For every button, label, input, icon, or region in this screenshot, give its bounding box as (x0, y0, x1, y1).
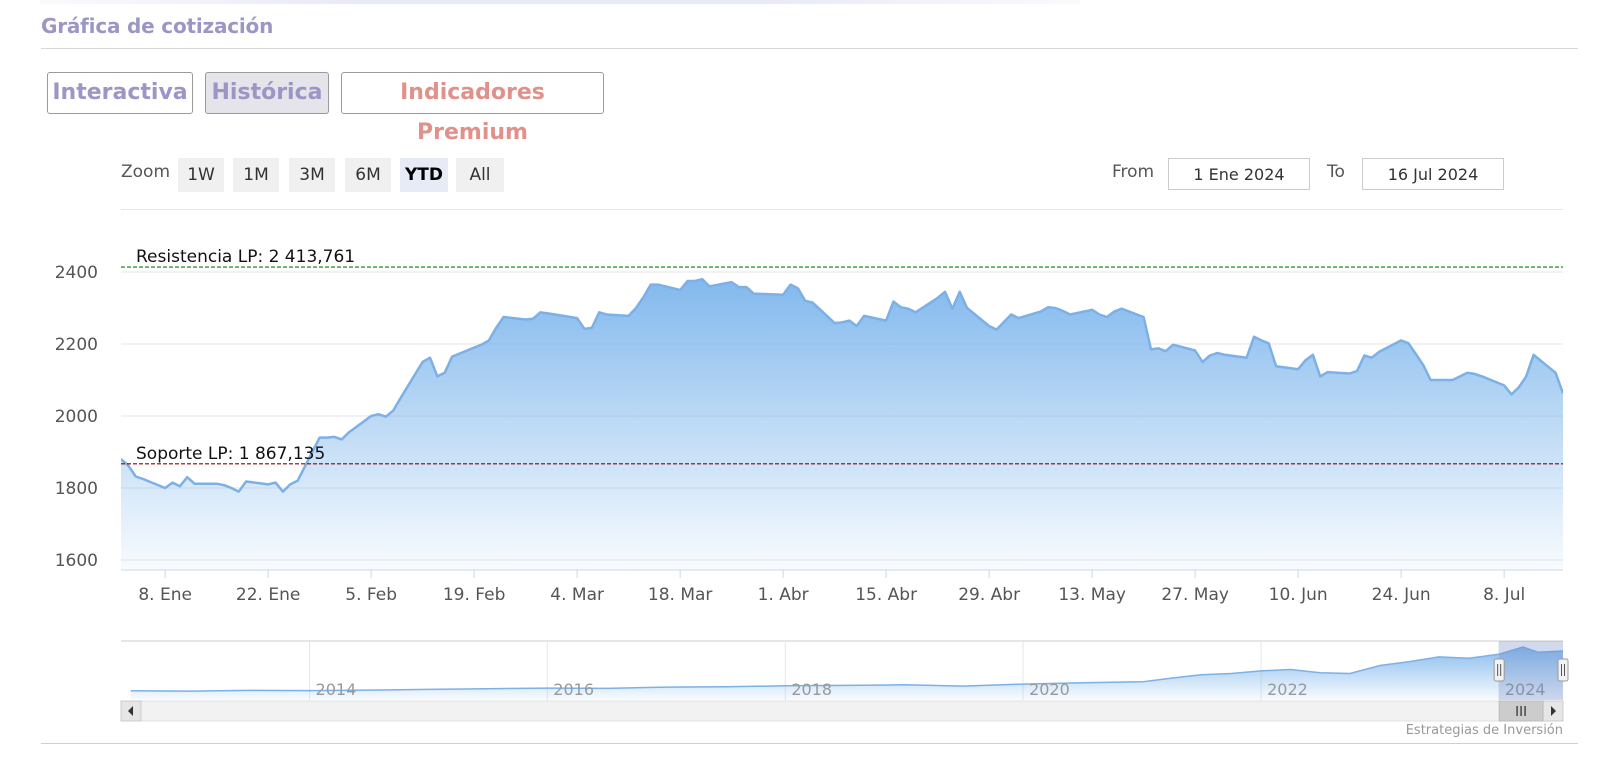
support-label: Soporte LP: 1 867,135 (136, 444, 325, 464)
tab-historica[interactable]: Histórica (205, 72, 329, 114)
range-divider (121, 209, 1563, 210)
x-tick-label: 13. May (1058, 585, 1126, 605)
navigator-handle-left[interactable] (1493, 658, 1505, 682)
zoom-button-all[interactable]: All (456, 158, 504, 192)
bottom-divider (41, 743, 1578, 744)
x-tick-label: 27. May (1161, 585, 1229, 605)
zoom-button-1m[interactable]: 1M (233, 158, 279, 192)
x-tick-label: 29. Abr (958, 585, 1020, 605)
arrow-left-icon (128, 706, 133, 716)
y-tick-label: 1600 (55, 551, 98, 571)
scrollbar-track[interactable] (120, 700, 1564, 722)
price-area (121, 279, 1563, 570)
zoom-button-1w[interactable]: 1W (178, 158, 224, 192)
section-title: Gráfica de cotización (41, 14, 274, 38)
chart-credit[interactable]: Estrategias de Inversión (1405, 723, 1563, 738)
zoom-button-3m[interactable]: 3M (289, 158, 335, 192)
navigator-year-label: 2020 (1029, 680, 1070, 699)
price-line (121, 277, 1563, 493)
x-tick-label: 10. Jun (1269, 585, 1328, 605)
arrow-right-icon (1551, 706, 1556, 716)
x-tick-label: 19. Feb (443, 585, 506, 605)
y-tick-label: 2400 (55, 263, 98, 283)
navigator-year-label: 2014 (316, 680, 357, 699)
range-from-label: From (1112, 162, 1155, 182)
zoom-button-ytd[interactable]: YTD (400, 158, 448, 192)
title-divider (41, 48, 1578, 49)
navigator[interactable]: 2014 2016 2018 2020 2022 2024 (120, 640, 1569, 722)
x-tick-label: 1. Abr (758, 585, 809, 605)
y-axis-labels: 1600 1800 2000 2200 2400 (55, 263, 98, 571)
x-tick-label: 8. Jul (1483, 585, 1525, 605)
tab-interactiva[interactable]: Interactiva (47, 72, 193, 114)
navigator-handle-right[interactable] (1557, 658, 1569, 682)
x-tick-label: 18. Mar (648, 585, 713, 605)
x-tick-label: 22. Ene (236, 585, 300, 605)
x-tick-label: 24. Jun (1372, 585, 1431, 605)
x-tick-label: 4. Mar (550, 585, 604, 605)
navigator-year-label: 2016 (553, 680, 594, 699)
plot-lines: Resistencia LP: 2 413,761 Soporte LP: 1 8… (121, 247, 1563, 465)
x-tick-label: 15. Abr (855, 585, 917, 605)
top-divider (40, 0, 1080, 4)
y-tick-label: 2200 (55, 335, 98, 355)
tab-indicadores-premium[interactable]: Indicadores Premium (341, 72, 604, 145)
y-tick-label: 2000 (55, 407, 98, 427)
navigator-year-label: 2024 (1505, 680, 1546, 699)
zoom-label: Zoom (121, 162, 171, 182)
navigator-selection[interactable] (1499, 641, 1563, 700)
range-to-label: To (1327, 162, 1345, 182)
navigator-line (130, 646, 1564, 692)
x-axis-ticks: 8. Ene 22. Ene 5. Feb 19. Feb 4. Mar 18. Mar 1… (138, 570, 1525, 605)
x-tick-label: 8. Ene (138, 585, 192, 605)
navigator-area (130, 647, 1563, 700)
x-tick-label: 5. Feb (345, 585, 397, 605)
navigator-year-label: 2018 (791, 680, 832, 699)
range-from-input[interactable] (1168, 158, 1310, 190)
range-to-input[interactable] (1362, 158, 1504, 190)
y-tick-label: 1800 (55, 479, 98, 499)
resistance-label: Resistencia LP: 2 413,761 (136, 247, 355, 267)
navigator-scrollbar[interactable] (120, 700, 1564, 722)
zoom-button-6m[interactable]: 6M (345, 158, 391, 192)
navigator-year-label: 2022 (1267, 680, 1308, 699)
